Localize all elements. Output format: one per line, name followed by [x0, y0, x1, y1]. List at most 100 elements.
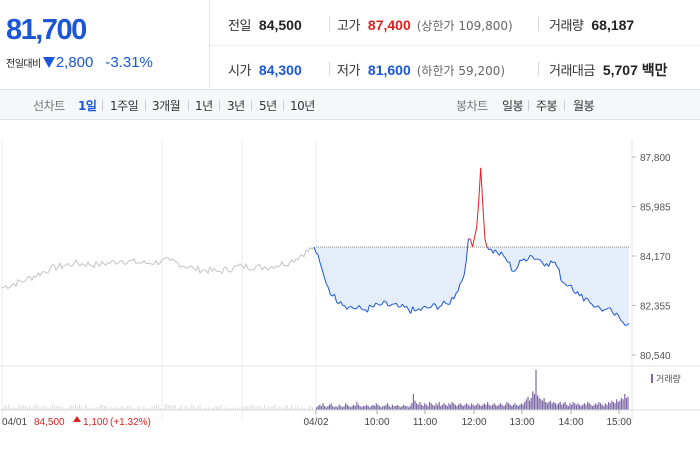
today-line-segment — [500, 251, 504, 256]
range-3y-button[interactable]: 3년 — [227, 99, 245, 113]
prev-day-date-label: 04/01 — [2, 417, 27, 428]
today-line-segment — [319, 262, 323, 270]
today-line-segment — [519, 259, 523, 262]
area-fill — [316, 246, 629, 326]
prev-volume-bar — [149, 407, 151, 410]
separator — [528, 100, 529, 111]
prev-volume-bar — [143, 405, 145, 410]
volume-bar — [479, 404, 481, 410]
volume-bar — [317, 406, 319, 410]
prev-volume-bar — [103, 405, 105, 410]
volume-bar — [366, 404, 368, 410]
prev-volume-bar — [199, 405, 201, 410]
prev-volume-bar — [226, 408, 228, 410]
range-1d-button[interactable]: 1일 — [78, 99, 97, 113]
volume-bar — [508, 403, 510, 410]
volume-bar — [612, 402, 615, 410]
volume-bar — [549, 400, 552, 410]
volume-bar — [533, 394, 535, 410]
prev-volume-bar — [212, 407, 214, 410]
x-tick-label: 10:00 — [364, 417, 389, 428]
low-cell: 저가 81,600 (하한가 59,200) — [337, 60, 505, 79]
price-chart[interactable]: 87,800 85,985 84,170 82,355 80,540 거래량 04/02… — [0, 120, 700, 450]
prev-volume-bar — [54, 405, 55, 410]
volume-bar — [477, 403, 479, 410]
volume-bar — [466, 403, 468, 410]
candle-chart-title: 봉차트 — [456, 99, 488, 113]
today-line-segment — [315, 252, 319, 256]
prev-volume-bar — [197, 405, 199, 410]
range-3m-button[interactable]: 3개월 — [152, 99, 181, 113]
volume-bar — [332, 406, 334, 410]
range-5y-button[interactable]: 5년 — [259, 99, 277, 113]
volume-bar — [430, 403, 432, 410]
volume-bar — [548, 402, 550, 410]
volume-bar — [537, 395, 539, 410]
high-label: 고가 — [337, 19, 360, 34]
prev-volume-bar — [10, 407, 12, 410]
daily-candle-button[interactable]: 일봉 — [502, 99, 524, 113]
volume-bar — [482, 404, 484, 410]
today-line-segment — [591, 303, 595, 308]
volume-bar — [501, 404, 503, 410]
volume-bar — [367, 406, 369, 410]
volume-bar — [556, 404, 558, 410]
weekly-candle-button[interactable]: 주봉 — [536, 99, 558, 113]
volume-bar — [362, 406, 364, 410]
prev-volume-bar — [151, 406, 153, 410]
volume-bar — [458, 404, 460, 410]
volume-bar — [564, 402, 566, 410]
today-line-segment — [348, 306, 352, 308]
range-1y-button[interactable]: 1년 — [195, 99, 213, 113]
today-line-segment — [558, 268, 562, 281]
open-cell: 시가 84,300 — [228, 60, 302, 79]
monthly-candle-button[interactable]: 월봉 — [573, 99, 595, 113]
trade-value-cell: 거래대금 5,707 백만 — [549, 60, 668, 80]
today-line-segment — [494, 249, 498, 253]
today-line-segment — [581, 293, 585, 302]
prev-volume-bar — [218, 406, 220, 410]
prev-volume-bar — [62, 407, 64, 410]
volume-bar — [370, 406, 373, 410]
today-line-segment — [567, 284, 570, 287]
prev-volume-bar — [180, 405, 182, 410]
prev-volume-bar — [245, 404, 247, 410]
open-label: 시가 — [228, 64, 251, 79]
today-line-segment — [513, 269, 516, 272]
session-connector — [313, 246, 317, 253]
prev-volume-bar — [307, 406, 309, 410]
prev-volume-bar — [253, 405, 255, 410]
volume-bar — [575, 404, 577, 410]
today-line-segment — [614, 312, 617, 316]
volume-bar — [316, 407, 318, 410]
volume-bar — [422, 406, 424, 410]
volume-bar — [520, 403, 523, 410]
prev-volume-bar — [303, 407, 305, 410]
volume-bar — [440, 406, 442, 410]
prev-volume-bar — [160, 408, 162, 410]
today-line-segment — [441, 300, 445, 306]
today-line-segment — [595, 305, 599, 308]
separator — [538, 17, 539, 31]
prev-volume-bar — [60, 405, 62, 410]
prev-volume-bar — [276, 408, 278, 410]
today-line-segment — [540, 259, 543, 264]
today-line-segment — [346, 306, 350, 310]
range-10y-button[interactable]: 10년 — [290, 99, 315, 113]
volume-bar — [398, 406, 400, 410]
range-1w-button[interactable]: 1주일 — [110, 99, 139, 113]
prev-volume-bar — [56, 406, 58, 410]
prev-volume-bar — [195, 408, 197, 410]
prev-volume-bar — [41, 407, 43, 410]
volume-bar — [624, 394, 626, 410]
prev-volume-bar — [33, 405, 35, 410]
volume-bar — [522, 404, 524, 410]
prev-volume-bar — [187, 407, 189, 410]
today-line-segment — [577, 291, 581, 297]
separator — [283, 100, 284, 111]
prev-volume-bar — [108, 408, 110, 410]
y-tick-label: 85,985 — [640, 203, 671, 214]
prev-volume-bar — [228, 408, 230, 410]
volume-bar — [459, 403, 461, 410]
today-line-segment — [369, 304, 372, 307]
